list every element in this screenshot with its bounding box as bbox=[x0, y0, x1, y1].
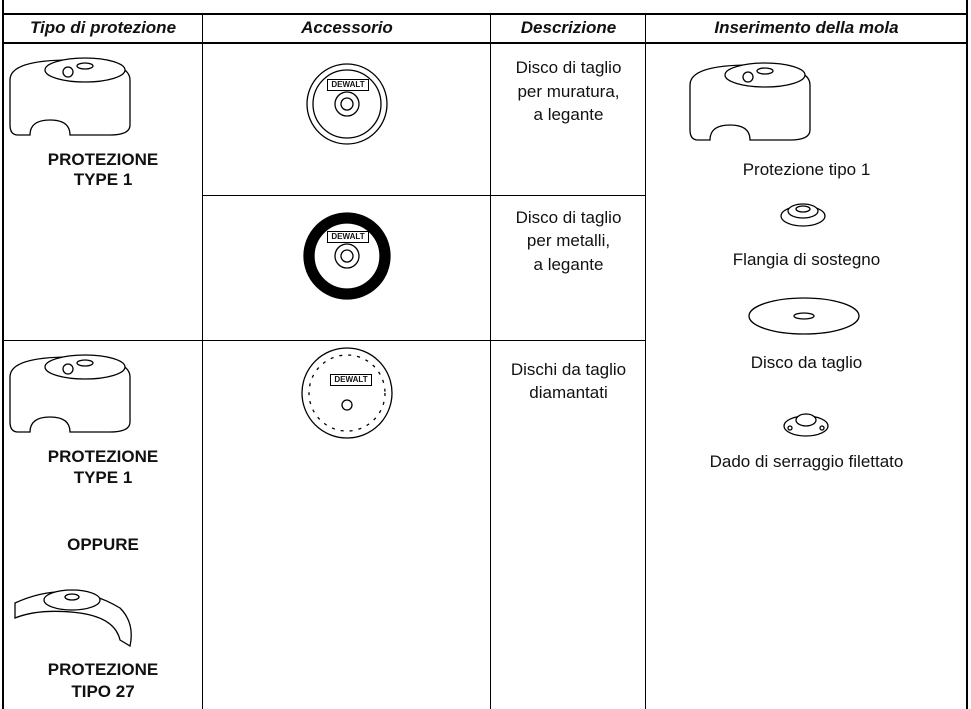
description: a legante bbox=[533, 255, 604, 274]
guard-label: PROTEZIONE bbox=[47, 150, 159, 169]
border bbox=[490, 13, 491, 709]
guard-label: TYPE 1 bbox=[73, 468, 133, 487]
assembly-label: Flangia di sostegno bbox=[732, 250, 881, 269]
border bbox=[966, 0, 968, 709]
border bbox=[202, 13, 203, 709]
brand-label: DEWALT bbox=[330, 374, 372, 386]
column-header: Accessorio bbox=[301, 18, 393, 37]
brand-label: DEWALT bbox=[327, 79, 369, 91]
brand-label: DEWALT bbox=[327, 231, 369, 243]
assembly-label: Protezione tipo 1 bbox=[742, 160, 871, 179]
assembly-label: Dado di serraggio filettato bbox=[709, 452, 904, 471]
or-label: OPPURE bbox=[67, 535, 139, 554]
description: a legante bbox=[533, 105, 604, 124]
border bbox=[2, 340, 646, 341]
description: Dischi da taglio bbox=[510, 360, 627, 379]
guard-label: PROTEZIONE bbox=[47, 660, 159, 679]
column-header: Inserimento della mola bbox=[714, 18, 899, 37]
border bbox=[2, 13, 968, 15]
description: diamantati bbox=[529, 383, 608, 402]
description: per metalli, bbox=[526, 231, 611, 250]
description: Disco di taglio bbox=[515, 58, 622, 77]
assembly-label: Disco da taglio bbox=[750, 353, 863, 372]
guard-label: TIPO 27 bbox=[71, 682, 135, 701]
border bbox=[202, 195, 646, 196]
border bbox=[2, 0, 4, 709]
border bbox=[2, 42, 968, 44]
guard-label: TYPE 1 bbox=[73, 170, 133, 189]
border bbox=[645, 13, 646, 709]
column-header: Descrizione bbox=[520, 18, 617, 37]
description: per muratura, bbox=[517, 82, 620, 101]
guard-label: PROTEZIONE bbox=[47, 447, 159, 466]
description: Disco di taglio bbox=[515, 208, 622, 227]
column-header: Tipo di protezione bbox=[29, 18, 177, 37]
